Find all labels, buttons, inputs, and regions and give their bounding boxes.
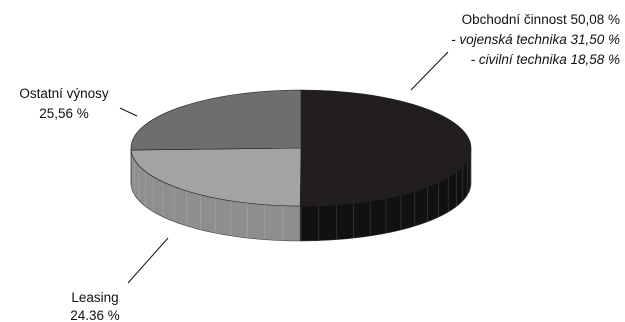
leader-line-obchodni — [410, 51, 449, 91]
label-ostatni-vynosy: Ostatní výnosy — [19, 86, 109, 101]
label-obchodni-cinnost: Obchodní činnost 50,08 % — [462, 12, 620, 27]
labels: Obchodní činnost 50,08 % - vojenská tech… — [19, 12, 620, 322]
pie-tops — [130, 89, 472, 207]
label-civilni-technika: - civilní technika 18,58 % — [471, 52, 620, 67]
pie-slice-leasing — [130, 147, 302, 207]
label-leasing: Leasing — [71, 290, 118, 305]
leader-line-leasing — [127, 237, 169, 284]
pie-slice-ostatni-vynosy — [130, 89, 302, 151]
pie-slice-obchodni-cinnost — [299, 89, 472, 207]
label-vojenska-technika: - vojenská technika 31,50 % — [451, 32, 620, 47]
label-leasing-value: 24.36 % — [70, 308, 120, 322]
leader-line-ostatni — [119, 107, 138, 117]
leader-lines — [119, 51, 449, 284]
label-ostatni-vynosy-value: 25,56 % — [39, 106, 89, 121]
